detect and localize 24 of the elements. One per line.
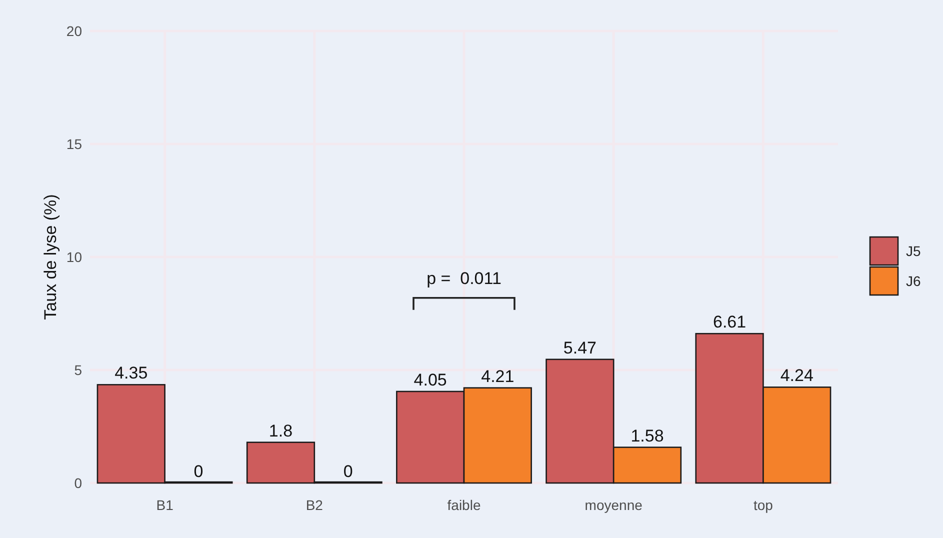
data-label: 0 bbox=[343, 462, 353, 481]
data-label: 4.21 bbox=[481, 366, 514, 386]
y-tick-label: 5 bbox=[74, 362, 82, 378]
data-label: 4.35 bbox=[114, 364, 148, 383]
y-axis-title: Taux de lyse (%) bbox=[41, 194, 60, 320]
data-label: 6.61 bbox=[712, 312, 746, 332]
data-label: 1.58 bbox=[630, 426, 664, 446]
legend-label: J5 bbox=[906, 242, 921, 259]
y-tick-label: 15 bbox=[66, 136, 82, 152]
x-tick-label: B1 bbox=[156, 497, 174, 513]
legend-label: J6 bbox=[906, 272, 921, 289]
x-tick-label: top bbox=[753, 497, 774, 513]
x-tick-label: faible bbox=[447, 497, 481, 513]
data-label: 1.8 bbox=[268, 421, 293, 440]
data-label: 0 bbox=[194, 462, 204, 481]
x-tick-label: moyenne bbox=[584, 497, 643, 513]
y-tick-label: 10 bbox=[66, 248, 82, 265]
data-label: 4.05 bbox=[414, 370, 447, 390]
y-tick-label: 20 bbox=[66, 22, 82, 39]
x-tick-label: B2 bbox=[306, 497, 324, 513]
annotation: p = 0.011 bbox=[426, 268, 502, 288]
data-label: 5.47 bbox=[563, 338, 596, 358]
y-tick-label: 0 bbox=[74, 474, 82, 491]
data-label: 4.24 bbox=[780, 366, 814, 386]
